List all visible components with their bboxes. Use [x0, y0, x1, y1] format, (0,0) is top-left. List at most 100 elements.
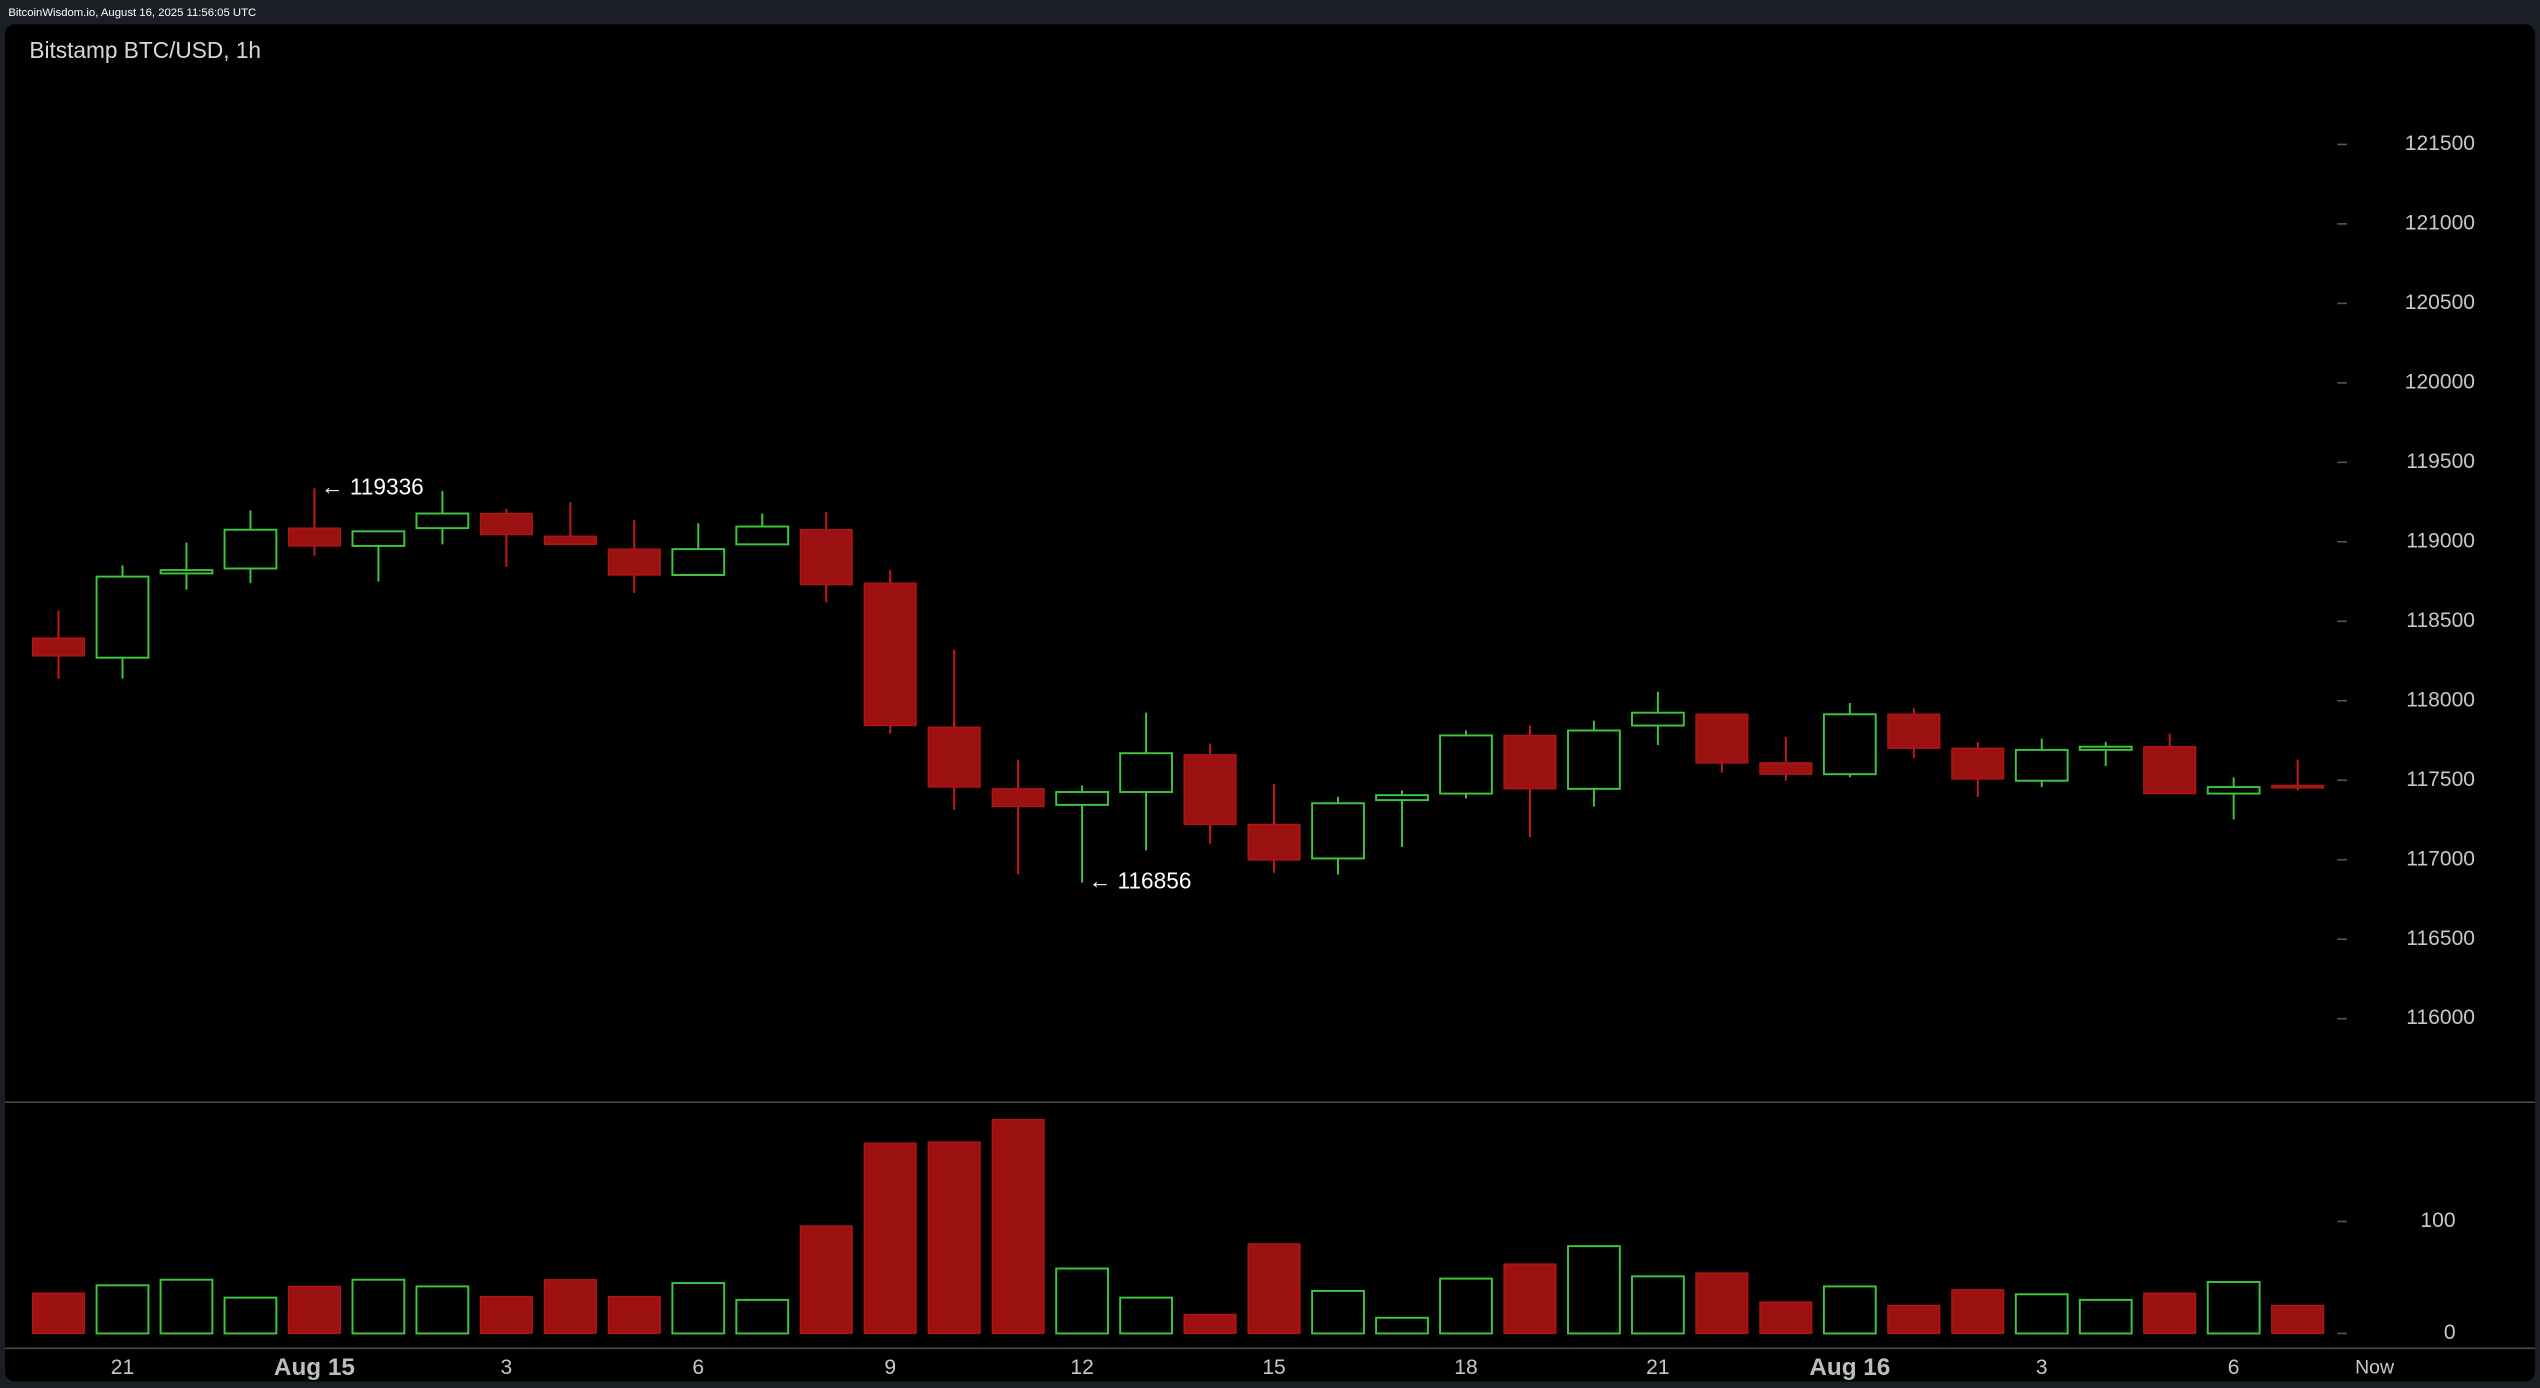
- volume-bar: [1183, 1313, 1237, 1335]
- volume-bar: [927, 1141, 981, 1335]
- volume-bar: [1247, 1243, 1301, 1335]
- volume-bar: [415, 1285, 470, 1335]
- x-tick-label: 6: [2228, 1356, 2240, 1379]
- volume-bar: [351, 1278, 406, 1335]
- volume-bar: [799, 1225, 853, 1335]
- volume-bar: [671, 1282, 726, 1335]
- candle-body: [1887, 713, 1941, 749]
- candle-body: [1311, 802, 1365, 860]
- candle-body: [31, 637, 86, 657]
- candle-body: [1247, 823, 1301, 861]
- candle-body: [223, 528, 278, 570]
- x-tick-label: 3: [500, 1356, 512, 1379]
- candle-body: [799, 529, 853, 586]
- y-tick-label: 0: [2444, 1321, 2456, 1344]
- candle-body: [671, 548, 726, 576]
- annotation: ← 119336: [321, 473, 424, 499]
- candle-body: [1439, 734, 1493, 795]
- volume-bar: [1887, 1304, 1941, 1335]
- x-tick-label: 3: [2036, 1356, 2048, 1379]
- annotation: ← 116856: [1089, 868, 1192, 894]
- candle-body: [2271, 784, 2325, 789]
- x-tick-label: 9: [884, 1356, 896, 1379]
- volume-bar: [1439, 1277, 1493, 1335]
- x-tick-label: 15: [1262, 1356, 1285, 1379]
- x-tick-label: 21: [1646, 1356, 1669, 1379]
- now-label: Now: [2355, 1357, 2395, 1379]
- candle-body: [735, 525, 790, 546]
- candle-body: [1503, 734, 1557, 790]
- volume-bar: [1759, 1301, 1813, 1335]
- y-tick-label: 119500: [2406, 450, 2475, 473]
- volume-bar: [159, 1278, 214, 1335]
- candle-body: [863, 582, 917, 727]
- volume-bar: [2206, 1280, 2261, 1335]
- x-tick-label: 18: [1454, 1356, 1477, 1379]
- y-tick-label: 100: [2420, 1209, 2455, 1232]
- y-tick-label: 117000: [2406, 847, 2475, 870]
- y-tick-label: 121500: [2405, 132, 2475, 155]
- volume-bar: [863, 1142, 917, 1335]
- candle-body: [543, 535, 597, 545]
- candle-body: [607, 548, 661, 576]
- candle-body: [1375, 794, 1429, 802]
- header-text: BitcoinWisdom.io, August 16, 2025 11:56:…: [8, 7, 256, 19]
- volume-bar: [1631, 1275, 1685, 1335]
- candle-body: [1631, 711, 1685, 727]
- volume-bar: [479, 1295, 533, 1335]
- candle-body: [1119, 752, 1173, 793]
- y-tick-label: 120000: [2405, 370, 2475, 393]
- candle-body: [1183, 754, 1237, 826]
- volume-bar: [2143, 1292, 2197, 1335]
- y-tick-label: 116000: [2406, 1006, 2475, 1029]
- chart-title: Bitstamp BTC/USD, 1h: [29, 37, 261, 63]
- candle-body: [1055, 791, 1110, 806]
- y-tick-label: 120500: [2405, 291, 2475, 314]
- volume-bar: [991, 1118, 1045, 1335]
- candle-body: [1567, 729, 1621, 790]
- y-tick-label: 118000: [2406, 688, 2475, 711]
- x-tick-label: Aug 16: [1809, 1354, 1890, 1381]
- candle-body: [1695, 713, 1749, 764]
- candle-body: [927, 726, 981, 788]
- x-tick-label: 12: [1070, 1356, 1093, 1379]
- volume-bar: [2078, 1298, 2133, 1335]
- candle-body: [415, 512, 470, 530]
- volume-bar: [95, 1284, 150, 1335]
- candle-body: [2143, 746, 2197, 795]
- candle-body: [1822, 713, 1877, 776]
- candle-body: [1759, 762, 1813, 775]
- volume-bar: [1567, 1245, 1621, 1335]
- volume-bar: [735, 1298, 790, 1335]
- y-tick-label: 117500: [2406, 768, 2475, 791]
- volume-bar: [223, 1296, 278, 1335]
- candle-body: [159, 569, 214, 575]
- volume-bar: [1503, 1263, 1557, 1335]
- chart-area: [5, 24, 2535, 1382]
- x-tick-label: Aug 15: [274, 1354, 355, 1381]
- volume-bar: [1311, 1289, 1365, 1335]
- y-tick-label: 118500: [2406, 609, 2475, 632]
- candle-body: [95, 575, 150, 659]
- y-tick-label: 116500: [2406, 927, 2475, 950]
- candle-body: [479, 512, 533, 536]
- x-tick-label: 6: [692, 1356, 704, 1379]
- y-tick-label: 121000: [2405, 211, 2475, 234]
- volume-bar: [1375, 1316, 1429, 1335]
- candle-body: [2206, 786, 2261, 795]
- x-tick-label: 21: [111, 1356, 134, 1379]
- candle-body: [991, 788, 1045, 808]
- volume-bar: [1695, 1272, 1749, 1335]
- volume-bar: [1119, 1296, 1173, 1335]
- y-tick-label: 119000: [2406, 529, 2475, 552]
- candle-body: [1951, 747, 2005, 780]
- volume-bar: [2271, 1304, 2325, 1335]
- volume-bar: [287, 1285, 341, 1335]
- candle-body: [351, 530, 406, 547]
- volume-bar: [607, 1295, 661, 1335]
- candle-body: [287, 527, 341, 547]
- volume-bar: [1951, 1289, 2005, 1335]
- volume-bar: [2014, 1293, 2069, 1335]
